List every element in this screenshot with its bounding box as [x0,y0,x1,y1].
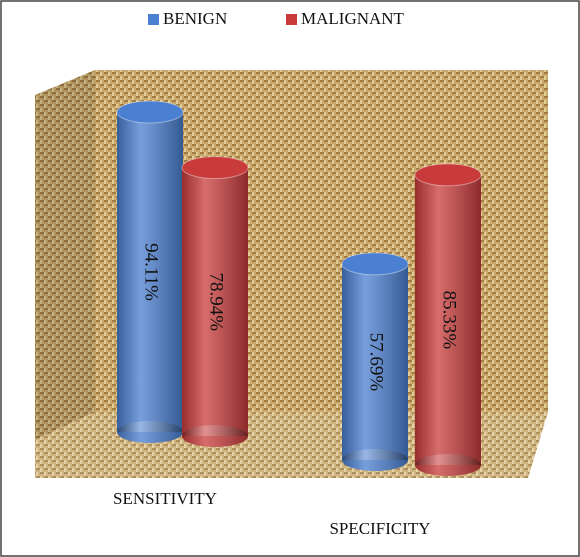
value-label: 57.69% [366,333,387,392]
bar-base-shade [415,454,481,476]
bar-top [341,252,409,276]
x-tick-label: SPECIFICITY [329,519,430,538]
bar-top [116,100,184,124]
bar-base-shade [342,449,408,471]
bar-base-shade [182,425,248,447]
bar-base-shade [117,421,183,443]
side-wall [35,70,95,440]
value-label: 78.94% [206,273,227,332]
value-label: 94.11% [141,243,162,301]
value-label: 85.33% [439,291,460,350]
x-tick-label: SENSITIVITY [113,489,217,508]
bar-top [414,163,482,187]
legend: BENIGN MALIGNANT [148,9,405,28]
bar-shading [415,174,481,465]
bar-shading [182,167,248,436]
legend-swatch [148,14,159,25]
side-wall-shade [35,70,95,440]
legend-swatch [286,14,297,25]
legend-label: MALIGNANT [301,9,405,28]
plot: 94.11% 57.69% 78.94% 85.33% SENSITIVITY SPECI… [113,100,482,538]
bar-shading [117,112,183,432]
bar-top [181,156,249,180]
legend-label: BENIGN [163,9,227,28]
bar-shading [342,263,408,460]
